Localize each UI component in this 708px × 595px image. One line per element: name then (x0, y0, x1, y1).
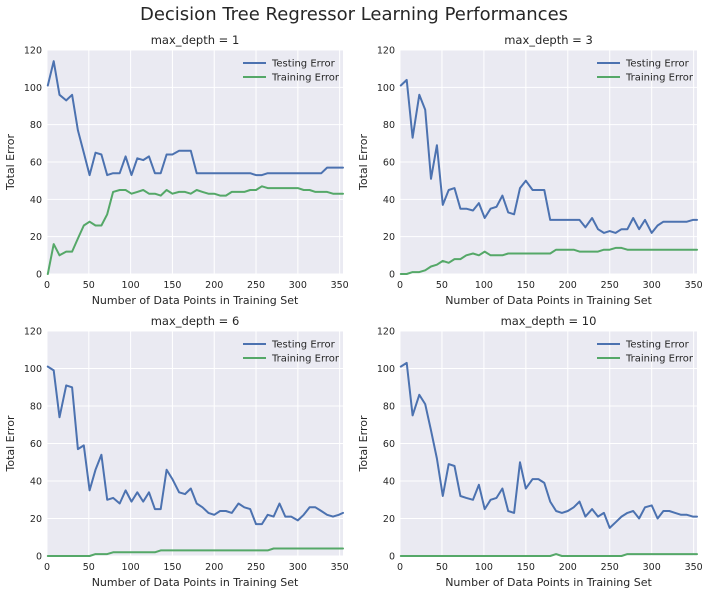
y-tick-label: 0 (389, 552, 395, 563)
legend: Testing Error Training Error (243, 340, 340, 365)
x-tick-label: 50 (83, 280, 95, 291)
y-axis-label: Total Error (4, 134, 17, 191)
legend-label: Testing Error (625, 59, 690, 70)
training-error-line (399, 246, 698, 275)
y-tick-label: 60 (30, 439, 42, 450)
subplot-1: 0 50 100 150 200 250 300 350 0 20 40 60 80 100 120 max_… (4, 33, 349, 307)
y-tick-label: 80 (383, 120, 395, 131)
x-tick-label: 0 (397, 280, 403, 291)
x-tick-label: 50 (436, 280, 448, 291)
x-tick-label: 200 (559, 280, 577, 291)
y-axis-label: Total Error (357, 415, 370, 472)
subplot-title: max_depth = 3 (504, 33, 593, 47)
y-tick-label: 20 (383, 232, 395, 243)
y-tick-label: 100 (377, 364, 395, 375)
x-tick-label: 350 (685, 280, 703, 291)
x-tick-label: 300 (289, 280, 307, 291)
legend-label: Testing Error (625, 340, 690, 351)
legend: Testing Error Training Error (243, 59, 340, 84)
x-tick-label: 150 (163, 280, 181, 291)
training-error-line (46, 185, 344, 275)
y-tick-label: 120 (377, 46, 395, 57)
y-tick-label: 60 (383, 439, 395, 450)
y-tick-label: 0 (36, 270, 42, 281)
x-tick-label: 0 (44, 280, 50, 291)
y-tick-label: 80 (30, 402, 42, 413)
y-tick-label: 40 (383, 477, 395, 488)
legend-label: Training Error (625, 354, 694, 365)
y-tick-label: 20 (383, 514, 395, 525)
testing-error-line (46, 60, 344, 177)
x-tick-label: 100 (122, 280, 140, 291)
testing-error-line (399, 78, 698, 234)
testing-error-line (399, 361, 698, 529)
y-tick-label: 100 (24, 83, 42, 94)
y-tick-label: 40 (30, 477, 42, 488)
legend: Testing Error Training Error (597, 59, 694, 84)
y-tick-label: 80 (30, 120, 42, 131)
x-tick-label: 250 (601, 280, 619, 291)
x-tick-label: 0 (397, 562, 403, 573)
x-tick-label: 0 (44, 562, 50, 573)
x-tick-label: 350 (685, 562, 703, 573)
y-axis-label: Total Error (4, 415, 17, 472)
x-tick-label: 150 (517, 562, 535, 573)
subplot-title: max_depth = 6 (151, 314, 240, 328)
legend-label: Testing Error (271, 59, 336, 70)
y-tick-label: 60 (383, 158, 395, 169)
y-tick-label: 80 (383, 402, 395, 413)
y-tick-label: 120 (24, 46, 42, 57)
x-axis-label: Number of Data Points in Training Set (92, 294, 299, 307)
x-tick-label: 200 (205, 280, 223, 291)
x-tick-label: 300 (643, 562, 661, 573)
legend-label: Training Error (271, 73, 340, 84)
x-tick-label: 300 (643, 280, 661, 291)
legend: Testing Error Training Error (597, 340, 694, 365)
x-tick-label: 300 (289, 562, 307, 573)
testing-error-line (46, 365, 344, 526)
subplot-3: 0 50 100 150 200 250 300 350 0 20 40 60 80 100 120 max_… (4, 314, 349, 589)
y-tick-label: 40 (383, 195, 395, 206)
x-tick-label: 150 (517, 280, 535, 291)
legend-label: Training Error (271, 354, 340, 365)
x-axis-label: Number of Data Points in Training Set (92, 576, 299, 589)
training-error-line (46, 547, 344, 557)
y-tick-label: 60 (30, 158, 42, 169)
x-tick-label: 100 (475, 562, 493, 573)
x-tick-label: 50 (83, 562, 95, 573)
x-tick-label: 200 (205, 562, 223, 573)
x-tick-label: 50 (436, 562, 448, 573)
subplot-2: 0 50 100 150 200 250 300 350 0 20 40 60 80 100 120 max_… (357, 33, 703, 307)
y-tick-label: 0 (389, 270, 395, 281)
x-tick-label: 350 (331, 280, 349, 291)
y-tick-label: 40 (30, 195, 42, 206)
legend-label: Training Error (625, 73, 694, 84)
x-tick-label: 250 (247, 562, 265, 573)
x-axis-label: Number of Data Points in Training Set (445, 294, 652, 307)
legend-label: Testing Error (271, 340, 336, 351)
x-tick-label: 100 (122, 562, 140, 573)
training-error-line (399, 553, 698, 557)
y-axis-label: Total Error (357, 134, 370, 191)
subplot-title: max_depth = 1 (151, 33, 240, 47)
figure-title: Decision Tree Regressor Learning Perform… (139, 4, 569, 25)
y-tick-label: 0 (36, 552, 42, 563)
x-tick-label: 100 (475, 280, 493, 291)
y-tick-label: 100 (24, 364, 42, 375)
y-tick-label: 120 (377, 327, 395, 338)
subplot-title: max_depth = 10 (501, 314, 597, 328)
y-tick-label: 100 (377, 83, 395, 94)
x-tick-label: 250 (247, 280, 265, 291)
x-tick-label: 200 (559, 562, 577, 573)
y-tick-label: 20 (30, 232, 42, 243)
x-axis-label: Number of Data Points in Training Set (445, 576, 652, 589)
y-tick-label: 20 (30, 514, 42, 525)
x-tick-label: 350 (331, 562, 349, 573)
x-tick-label: 150 (163, 562, 181, 573)
y-tick-label: 120 (24, 327, 42, 338)
x-tick-label: 250 (601, 562, 619, 573)
subplot-4: 0 50 100 150 200 250 300 350 0 20 40 60 80 100 120 max_… (357, 314, 703, 589)
